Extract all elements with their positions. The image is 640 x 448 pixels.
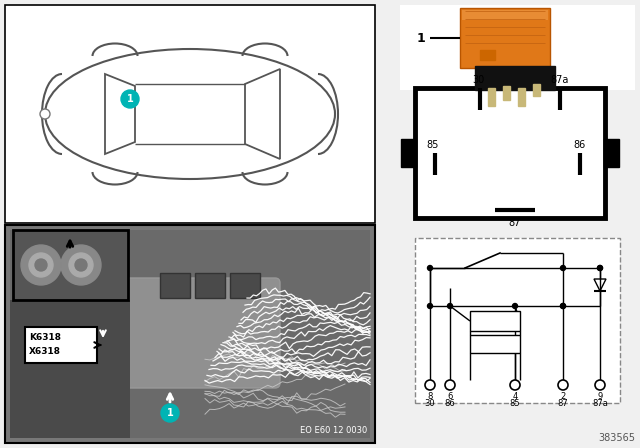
Text: 1: 1 [127, 94, 133, 104]
Text: EO E60 12 0030: EO E60 12 0030 [300, 426, 367, 435]
Text: K6318: K6318 [29, 332, 61, 341]
Bar [13, 230, 128, 300]
Circle shape [161, 404, 179, 422]
Text: 87: 87 [509, 218, 521, 228]
Ellipse shape [45, 49, 335, 179]
Text: 6: 6 [447, 392, 452, 401]
Text: 86: 86 [574, 140, 586, 150]
Bar [503, 86, 510, 100]
Bar [518, 88, 525, 106]
Circle shape [425, 380, 435, 390]
Bar [415, 88, 605, 218]
Bar [10, 300, 130, 438]
Bar [415, 88, 605, 218]
Circle shape [445, 380, 455, 390]
Bar [160, 273, 190, 298]
Bar [604, 139, 619, 167]
Circle shape [428, 266, 433, 271]
Bar [460, 8, 550, 68]
Bar [230, 273, 260, 298]
Circle shape [61, 245, 101, 285]
Text: 30: 30 [472, 75, 484, 85]
Circle shape [561, 266, 566, 271]
Bar [480, 50, 495, 60]
Bar [195, 273, 225, 298]
Text: 87: 87 [557, 399, 568, 408]
Bar [415, 238, 620, 403]
Circle shape [598, 266, 602, 271]
Text: 85: 85 [509, 399, 520, 408]
Bar [10, 230, 370, 438]
Bar [470, 335, 520, 353]
Text: 1: 1 [166, 408, 173, 418]
Text: 9: 9 [597, 392, 603, 401]
Text: 86: 86 [445, 399, 456, 408]
Text: 85: 85 [427, 140, 439, 150]
Circle shape [75, 259, 87, 271]
Text: 87a: 87a [592, 399, 608, 408]
Bar [5, 225, 375, 443]
Text: 8: 8 [428, 392, 433, 401]
Circle shape [69, 253, 93, 277]
FancyBboxPatch shape [120, 278, 280, 388]
Circle shape [513, 303, 518, 309]
Circle shape [510, 380, 520, 390]
Text: 383565: 383565 [598, 433, 635, 443]
Bar [5, 5, 375, 223]
Circle shape [561, 303, 566, 309]
Circle shape [598, 266, 602, 271]
Text: 4: 4 [513, 392, 518, 401]
Bar [475, 66, 555, 90]
Bar [462, 10, 548, 20]
Bar [533, 84, 540, 96]
Circle shape [561, 303, 566, 309]
Circle shape [595, 380, 605, 390]
Bar [25, 327, 97, 363]
Text: 30: 30 [425, 399, 435, 408]
Text: 2: 2 [561, 392, 566, 401]
Circle shape [447, 303, 452, 309]
Circle shape [40, 109, 50, 119]
Text: 87a: 87a [551, 75, 569, 85]
Bar [470, 311, 520, 331]
Circle shape [558, 380, 568, 390]
Circle shape [121, 90, 139, 108]
Circle shape [29, 253, 53, 277]
Bar [488, 88, 495, 106]
Bar [401, 139, 416, 167]
Bar [400, 5, 635, 90]
Text: 1: 1 [416, 31, 425, 44]
Circle shape [35, 259, 47, 271]
Circle shape [21, 245, 61, 285]
Bar [415, 238, 620, 403]
Text: X6318: X6318 [29, 346, 61, 356]
Circle shape [428, 303, 433, 309]
